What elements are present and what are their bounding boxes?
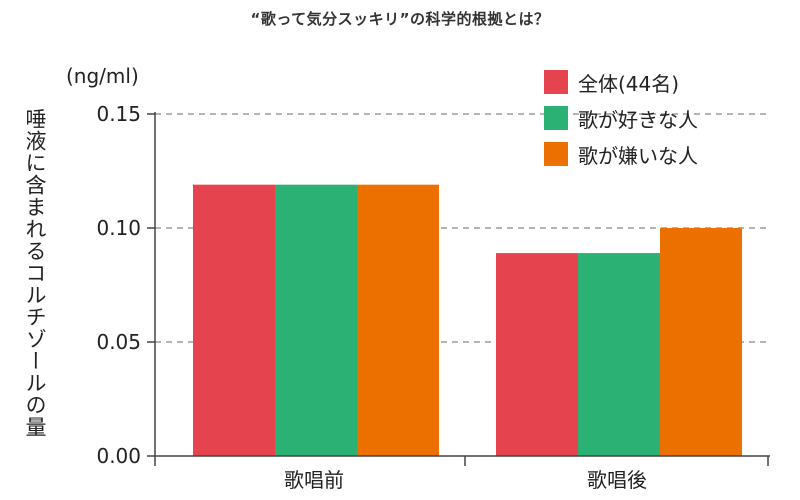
y-tick-labels: 0.00 0.05 0.10 0.15 [96,102,141,468]
x-category-label: 歌唱後 [587,468,647,492]
bars [193,184,742,456]
legend-swatch [544,70,568,94]
y-tick-label: 0.10 [96,216,141,240]
legend-label: 歌が嫌いな人 [578,144,698,168]
axes [147,112,770,466]
x-category-labels: 歌唱前 歌唱後 [284,468,647,492]
bar-1-1 [578,253,660,456]
bar-0-2 [357,184,439,456]
y-axis-label: 唾液に含まれるコルチゾールの量 [23,108,47,438]
legend-swatch [544,142,568,166]
y-axis-unit: (ng/ml) [66,64,139,88]
y-tick-label: 0.00 [96,444,141,468]
bar-0-0 [193,184,275,456]
y-tick-label: 0.05 [96,330,141,354]
legend-swatch [544,106,568,130]
page-title: “歌って気分スッキリ”の科学的根拠とは？ [250,10,550,28]
legend-label: 歌が好きな人 [578,108,698,132]
bar-1-0 [496,253,578,456]
legend-label: 全体(44名) [578,72,679,96]
bar-0-1 [275,184,357,456]
y-tick-label: 0.15 [96,102,141,126]
bar-1-2 [660,228,742,456]
x-category-label: 歌唱前 [284,468,344,492]
